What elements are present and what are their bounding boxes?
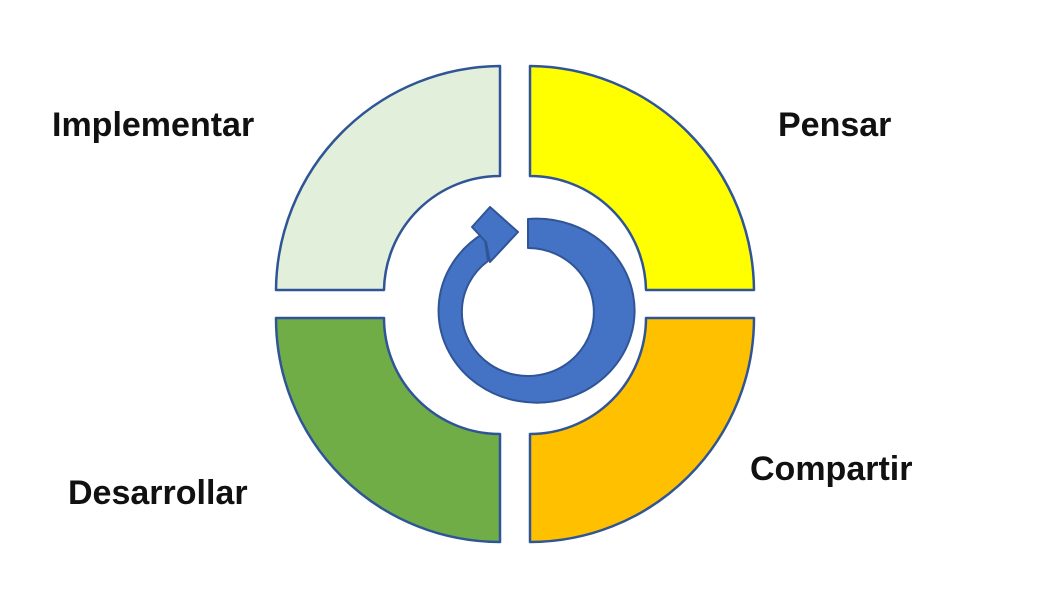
cycle-arrow-body (437, 217, 636, 404)
segment-implementar (274, 64, 502, 292)
label-implementar: Implementar (52, 106, 255, 144)
label-compartir: Compartir (750, 450, 913, 488)
segment-desarrollar (274, 316, 502, 544)
label-desarrollar: Desarrollar (68, 474, 248, 512)
label-pensar: Pensar (778, 106, 892, 144)
cycle-arrow-head (471, 206, 519, 263)
cycle-arrow-icon (437, 206, 636, 404)
segment-compartir (528, 316, 756, 544)
segment-pensar (528, 64, 756, 292)
